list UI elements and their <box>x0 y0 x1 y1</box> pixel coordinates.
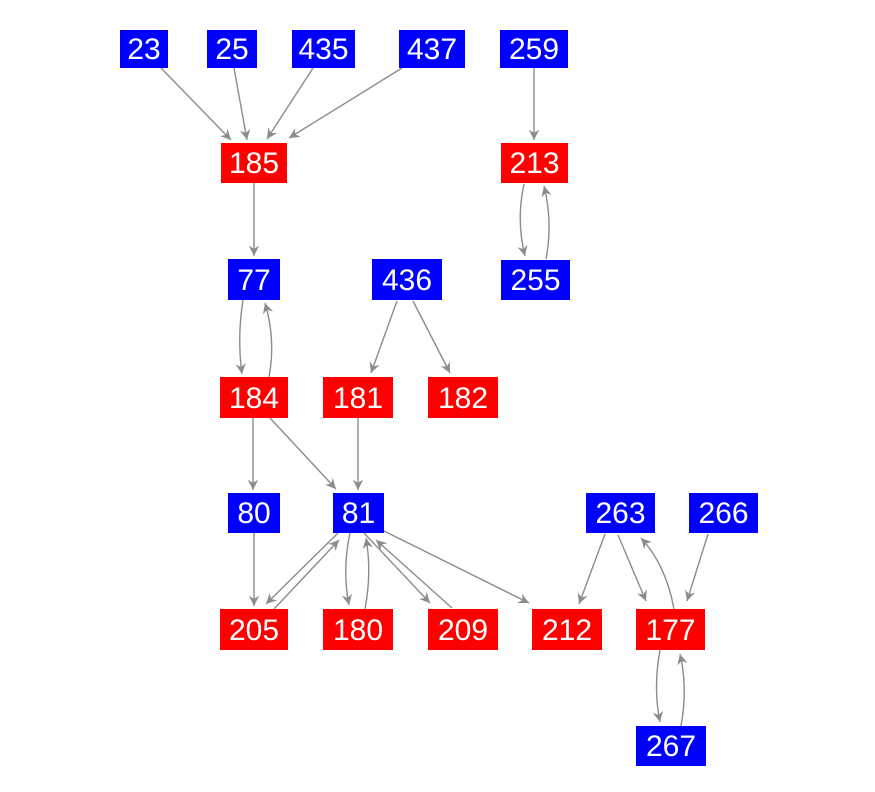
node-435[interactable]: 435 <box>292 30 355 68</box>
node-185[interactable]: 185 <box>221 143 287 183</box>
node-255[interactable]: 255 <box>501 260 570 300</box>
edge-group <box>160 67 709 727</box>
node-266[interactable]: 266 <box>689 493 758 533</box>
edge-255-213 <box>541 185 552 260</box>
node-263[interactable]: 263 <box>586 493 655 533</box>
node-213[interactable]: 213 <box>501 143 568 183</box>
edge-267-177 <box>677 653 688 727</box>
edge-81-212 <box>383 530 530 604</box>
edge-209-81 <box>375 539 453 609</box>
edge-435-185 <box>266 67 314 140</box>
edge-81-205 <box>265 532 339 605</box>
edge-184-81 <box>269 417 337 490</box>
node-77[interactable]: 77 <box>228 259 280 300</box>
edge-263-212 <box>577 533 606 605</box>
edge-180-81 <box>362 537 373 610</box>
edge-436-182 <box>412 300 451 374</box>
node-437[interactable]: 437 <box>399 30 465 68</box>
edge-177-267 <box>652 649 664 723</box>
edge-77-184 <box>235 299 246 375</box>
node-184[interactable]: 184 <box>220 377 288 418</box>
edge-81-209 <box>363 532 431 604</box>
edge-213-255 <box>517 183 528 257</box>
node-80[interactable]: 80 <box>228 493 280 533</box>
edge-25-185 <box>233 67 251 141</box>
node-180[interactable]: 180 <box>323 609 393 650</box>
edge-437-185 <box>288 67 403 139</box>
edge-81-180 <box>341 532 353 606</box>
node-25[interactable]: 25 <box>207 30 257 68</box>
node-181[interactable]: 181 <box>323 377 393 418</box>
node-182[interactable]: 182 <box>428 377 498 418</box>
node-209[interactable]: 209 <box>428 609 498 650</box>
node-81[interactable]: 81 <box>333 493 384 533</box>
node-212[interactable]: 212 <box>532 609 602 650</box>
node-205[interactable]: 205 <box>220 609 288 650</box>
edge-436-181 <box>369 300 398 374</box>
node-259[interactable]: 259 <box>500 30 568 68</box>
node-177[interactable]: 177 <box>636 609 705 650</box>
node-23[interactable]: 23 <box>120 30 168 68</box>
edge-263-177 <box>617 534 647 602</box>
node-267[interactable]: 267 <box>636 726 706 766</box>
edge-23-185 <box>160 67 232 141</box>
edge-266-177 <box>685 533 709 602</box>
edge-177-263 <box>640 537 675 610</box>
node-436[interactable]: 436 <box>372 259 442 300</box>
edge-184-77 <box>262 302 273 378</box>
edge-205-81 <box>273 539 340 610</box>
